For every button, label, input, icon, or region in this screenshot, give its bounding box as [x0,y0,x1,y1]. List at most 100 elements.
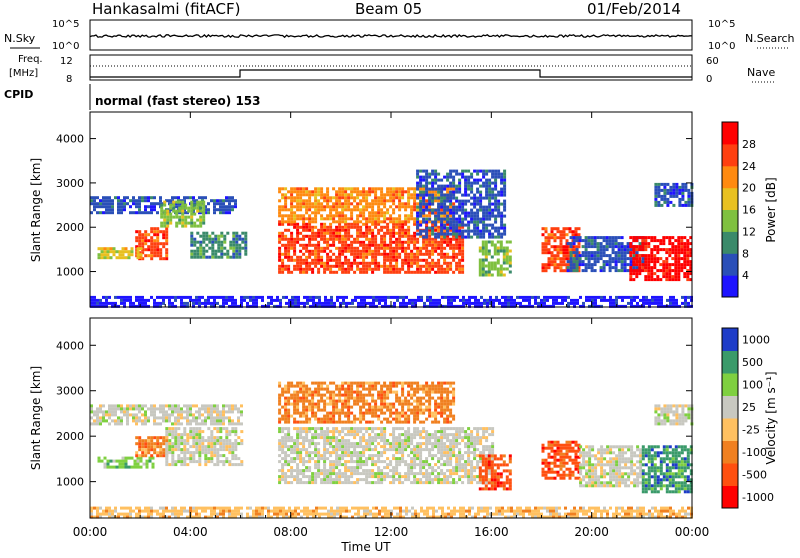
power-cell [410,235,413,238]
velocity-cell [383,442,386,445]
power-cell [281,259,284,262]
velocity-region-3 [165,427,243,466]
velocity-cell [317,436,320,439]
velocity-cell [308,442,311,445]
power-cell [570,266,573,269]
power-cell [377,214,380,217]
power-cell [362,250,365,253]
velocity-cell [144,416,147,419]
power-cell [193,204,196,207]
velocity-cell [198,439,201,442]
power-cell [476,224,479,227]
velocity-cell [305,436,308,439]
power-cell [485,230,488,233]
power-cell [329,226,332,229]
power-cell [650,251,653,254]
power-cell [302,202,305,205]
power-cell [354,299,357,302]
power-cell [452,179,455,182]
power-cell [380,220,383,223]
velocity-cell [213,416,216,419]
velocity-cell [99,407,102,410]
power-cell [660,189,663,192]
power-cell [344,190,347,193]
velocity-cell [314,442,317,445]
power-cell [440,206,443,209]
power-cell [311,235,314,238]
velocity-cell [222,454,225,457]
power-cell [378,299,381,302]
power-cell [353,271,356,274]
velocity-cell [383,439,386,442]
velocity-cell [189,460,192,463]
power-cell [398,196,401,199]
power-cell [585,251,588,254]
power-cell [503,173,506,176]
power-cell [329,223,332,226]
power-cell [452,218,455,221]
power-cell [229,247,232,250]
power-cell [383,193,386,196]
power-cell [168,199,171,202]
power-cell [234,199,237,202]
power-cell [359,214,362,217]
velocity-cell [350,475,353,478]
power-cell [504,296,507,299]
power-cell [329,259,332,262]
power-cell [150,251,153,254]
power-cell [196,241,199,244]
power-cell [368,238,371,241]
power-cell [386,223,389,226]
velocity-cell [144,413,147,416]
power-cell [654,299,657,302]
power-cell [407,229,410,232]
power-cell [99,202,102,205]
power-cell [452,238,455,241]
power-ytick-label: 2000 [56,221,84,234]
velocity-cell [237,442,240,445]
velocity-cell [117,419,120,422]
velocity-cell [165,427,168,430]
velocity-cell [395,466,398,469]
power-cell [353,247,356,250]
power-cell [374,238,377,241]
power-cell [172,207,175,210]
power-cell [338,268,341,271]
power-cell [461,253,464,256]
velocity-cell [222,416,225,419]
power-cell [548,248,551,251]
velocity-cell [156,436,159,439]
power-cell [446,256,449,259]
power-colorbar-segment [722,231,738,253]
power-cell [449,233,452,236]
velocity-cell [326,451,329,454]
power-cell [588,263,591,266]
power-cell [458,203,461,206]
power-cell [509,265,512,268]
velocity-cell [320,478,323,481]
velocity-cell [159,448,162,451]
power-cell [668,239,671,242]
velocity-cell [150,442,153,445]
power-cell [408,299,411,302]
power-cell [573,242,576,245]
velocity-cell [398,472,401,475]
power-cell [476,209,479,212]
power-cell [147,299,150,302]
velocity-cell [353,454,356,457]
power-cell [225,199,228,202]
power-cell [344,196,347,199]
power-cell [401,265,404,268]
power-cell [287,196,290,199]
power-cell [677,266,680,269]
power-cell [434,247,437,250]
power-cell [113,247,116,250]
velocity-cell [189,430,192,433]
power-cell [305,187,308,190]
power-cell [147,233,150,236]
power-cell [393,296,396,299]
power-cell [228,202,231,205]
power-cell [479,197,482,200]
power-cell [99,299,102,302]
power-cell [470,221,473,224]
